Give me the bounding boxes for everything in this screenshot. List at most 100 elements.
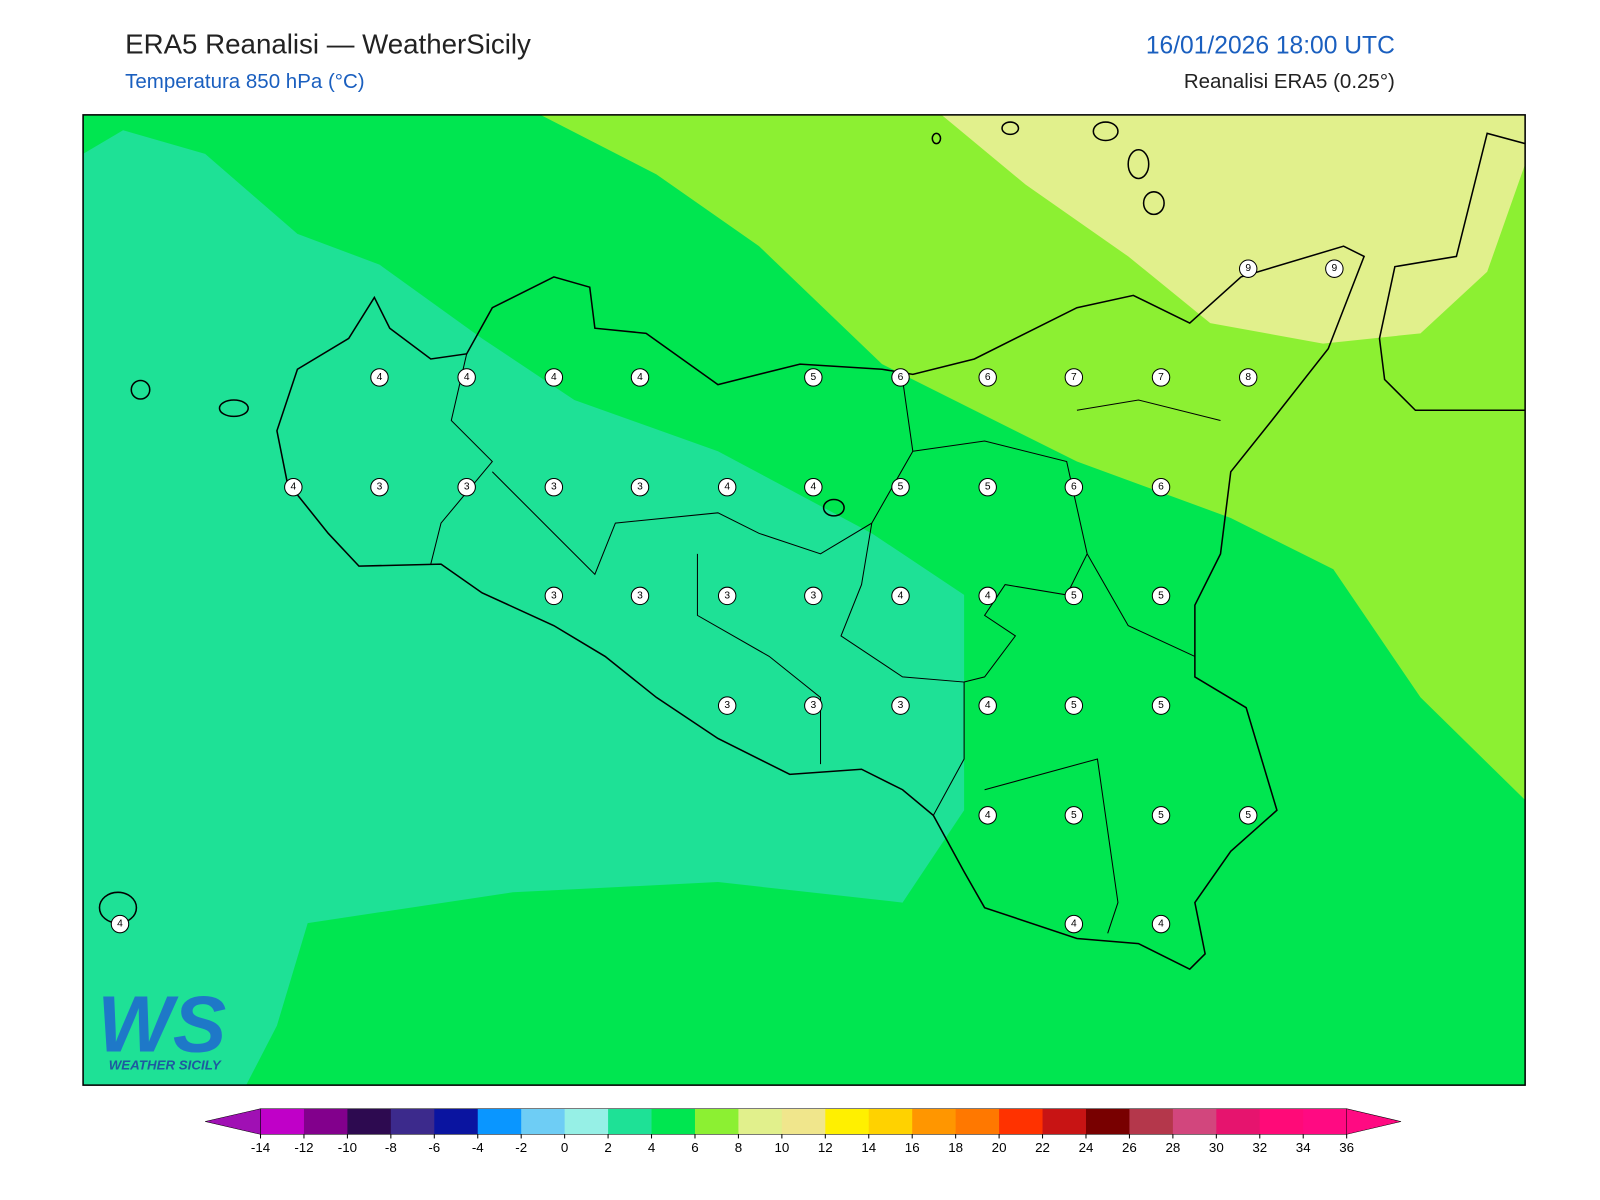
colorbar-tick-label: 28 xyxy=(1165,1140,1180,1155)
station-value: 5 xyxy=(810,372,816,383)
colorbar-swatch xyxy=(1303,1108,1348,1135)
colorbar-tick-label: -2 xyxy=(515,1140,527,1155)
station-marker xyxy=(630,477,650,497)
station: 3 xyxy=(370,477,389,497)
station-value: 4 xyxy=(1071,919,1077,930)
colorbar-tick-label: 16 xyxy=(905,1140,920,1155)
station: 4 xyxy=(717,477,737,497)
station-marker xyxy=(544,368,564,387)
station-marker xyxy=(370,368,389,387)
colorbar-tick-label: 12 xyxy=(818,1140,833,1155)
colorbar-tick-label: -10 xyxy=(338,1140,357,1155)
colorbar-swatch xyxy=(477,1108,522,1135)
colorbar-swatch xyxy=(1085,1108,1130,1135)
colorbar-tick-label: -12 xyxy=(294,1140,313,1155)
station-value: 4 xyxy=(985,810,991,821)
colorbar-tick-label: 18 xyxy=(948,1140,963,1155)
station: 3 xyxy=(630,477,650,497)
logo: WS WEATHER SICILY xyxy=(97,979,226,1072)
title: ERA5 Reanalisi — WeatherSicily xyxy=(125,28,531,59)
station: 4 xyxy=(978,586,997,606)
field-8-10 xyxy=(941,114,1526,344)
station-value: 9 xyxy=(1332,263,1338,274)
station: 3 xyxy=(457,477,476,497)
colorbar-swatch xyxy=(738,1108,783,1135)
colorbar-swatch xyxy=(390,1108,435,1135)
station: 3 xyxy=(717,696,737,715)
station-value: 4 xyxy=(1158,919,1164,930)
station-marker xyxy=(1238,259,1258,278)
station: 7 xyxy=(1064,368,1084,387)
station-marker xyxy=(978,477,997,497)
coastlines xyxy=(98,121,1526,971)
station: 5 xyxy=(1064,586,1084,606)
colorbar-swatch xyxy=(521,1108,566,1135)
station-marker xyxy=(457,477,476,497)
station-marker xyxy=(978,806,997,825)
station-marker xyxy=(891,477,910,497)
colorbar-tick-label: 26 xyxy=(1122,1140,1137,1155)
island xyxy=(1142,191,1165,216)
island xyxy=(130,379,151,400)
station-marker xyxy=(1151,806,1171,825)
station: 3 xyxy=(717,586,737,606)
colorbar-swatch xyxy=(1042,1108,1087,1135)
station-value: 4 xyxy=(898,590,904,601)
station-value: 4 xyxy=(377,372,383,383)
station-marker xyxy=(1151,477,1171,497)
station-value: 3 xyxy=(810,590,816,601)
station-marker xyxy=(804,696,823,715)
station: 6 xyxy=(891,368,910,387)
station-value: 5 xyxy=(1158,590,1164,601)
station: 3 xyxy=(544,586,564,606)
station: 4 xyxy=(891,586,910,606)
station-value: 7 xyxy=(1071,372,1077,383)
station: 4 xyxy=(544,368,564,387)
station-marker xyxy=(804,368,823,387)
map: 9 9 4 4 4 4 5 6 6 7 7 8 4 3 3 3 3 4 4 5 5 6 6 3 3 3 3 4 4 5 5 3 3 3 4 5 5 4 5 5… xyxy=(83,114,1526,1086)
colorbar-over xyxy=(1346,1108,1402,1135)
colorbar-tick-label: 34 xyxy=(1296,1140,1311,1155)
station: 5 xyxy=(1064,696,1084,715)
station-marker xyxy=(891,368,910,387)
colorbar-swatch xyxy=(825,1108,870,1135)
station-marker xyxy=(804,477,823,497)
station: 5 xyxy=(891,477,910,497)
station: 6 xyxy=(1151,477,1171,497)
map-frame xyxy=(82,114,1526,1086)
colorbar-swatch xyxy=(608,1108,653,1135)
station: 4 xyxy=(1064,914,1084,934)
province-borders xyxy=(430,353,1221,934)
station-marker xyxy=(544,477,564,497)
station-marker xyxy=(978,368,997,387)
station-value: 3 xyxy=(551,590,557,601)
station: 3 xyxy=(630,586,650,606)
station-value: 4 xyxy=(724,482,730,493)
station-marker xyxy=(1325,259,1344,278)
island xyxy=(931,132,942,145)
station-value: 4 xyxy=(464,372,470,383)
island xyxy=(1092,121,1119,142)
colorbar-tick-label: 24 xyxy=(1079,1140,1094,1155)
colorbar-swatch xyxy=(781,1108,826,1135)
colorbar-swatch xyxy=(651,1108,696,1135)
station-marker xyxy=(1238,368,1258,387)
colorbar-tick-label: 22 xyxy=(1035,1140,1050,1155)
station: 5 xyxy=(1064,806,1084,825)
station-marker xyxy=(804,586,823,606)
station-value: 9 xyxy=(1245,263,1251,274)
station-marker xyxy=(284,477,303,497)
station: 5 xyxy=(1151,696,1171,715)
station: 9 xyxy=(1325,259,1344,278)
colorbar-swatch xyxy=(434,1108,479,1135)
station: 3 xyxy=(544,477,564,497)
station-value: 4 xyxy=(810,482,816,493)
colorbar-swatch xyxy=(260,1108,305,1135)
station: 5 xyxy=(1238,806,1258,825)
station-value: 5 xyxy=(1158,700,1164,711)
colorbar-tick-label: -6 xyxy=(428,1140,440,1155)
station-marker xyxy=(891,586,910,606)
colorbar-tick-label: -8 xyxy=(385,1140,397,1155)
station-marker xyxy=(1064,477,1084,497)
station: 3 xyxy=(891,696,910,715)
